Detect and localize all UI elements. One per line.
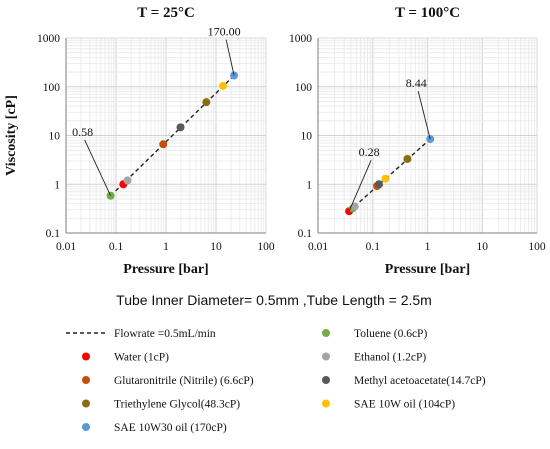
- legend-label: Toluene (0.6cP): [354, 328, 427, 340]
- y-axis-title: Viscosity [cP]: [4, 95, 19, 176]
- data-point: [176, 123, 185, 132]
- legend-label: Ethanol (1.2cP): [354, 352, 426, 364]
- grid: [65, 37, 267, 234]
- legend-label: Triethylene Glycol(48.3cP): [114, 399, 240, 411]
- trendline: [110, 75, 235, 197]
- annotation-label: 0.58: [72, 125, 93, 139]
- y-tick-label: 1: [306, 179, 312, 191]
- data-point: [159, 140, 168, 149]
- annotation-label: 0.28: [359, 145, 380, 159]
- legend-dot-swatch: [322, 376, 330, 384]
- y-tick-label: 100: [43, 82, 61, 94]
- x-tick-label: 1: [425, 241, 431, 253]
- legend-label: Flowrate =0.5mL/min: [114, 328, 216, 340]
- legend-dot-swatch: [322, 352, 330, 361]
- data-point: [202, 98, 211, 107]
- y-tick-label: 10: [49, 131, 61, 143]
- legend: Flowrate =0.5mL/min Water (1cP) Glutaronit…: [66, 328, 486, 434]
- legend-label: SAE 10W oil (104cP): [354, 399, 455, 411]
- x-tick-label: 100: [528, 241, 546, 253]
- figure-caption: Tube Inner Diameter= 0.5mm ,Tube Length …: [116, 292, 432, 308]
- legend-label: Water (1cP): [114, 352, 169, 364]
- y-tick-label: 1000: [37, 33, 60, 45]
- legend-dot-swatch: [82, 376, 90, 384]
- x-tick-label: 100: [257, 241, 275, 253]
- x-tick-label: 10: [210, 241, 222, 253]
- annotation-leader: [84, 139, 112, 196]
- legend-label: Methyl acetoacetate(14.7cP): [354, 375, 486, 387]
- annotation-leader: [225, 39, 235, 76]
- annotation-label: 8.44: [406, 76, 427, 90]
- y-tick-label: 0.1: [46, 228, 61, 240]
- chart-title: T = 25°C: [137, 5, 195, 21]
- data-point: [403, 154, 412, 163]
- y-tick-label: 100: [295, 82, 313, 94]
- legend-label: SAE 10W30 oil (170cP): [114, 422, 227, 434]
- legend-dot-swatch: [82, 423, 90, 431]
- data-point: [350, 202, 359, 211]
- x-tick-label: 0.1: [109, 241, 124, 253]
- data-point: [374, 180, 383, 189]
- chart-title: T = 100°C: [395, 5, 460, 21]
- x-axis-title: Pressure [bar]: [123, 262, 208, 277]
- annotation-label: 170.00: [208, 25, 241, 39]
- data-point: [123, 176, 132, 185]
- legend-dot-swatch: [322, 329, 330, 337]
- annotation-leader: [417, 90, 431, 140]
- y-tick-label: 0.1: [298, 228, 313, 240]
- y-tick-label: 10: [301, 131, 313, 143]
- x-tick-label: 10: [477, 241, 489, 253]
- data-point: [218, 81, 227, 90]
- x-tick-label: 0.01: [56, 241, 76, 253]
- data-point: [381, 174, 390, 183]
- y-tick-label: 1000: [289, 33, 312, 45]
- x-tick-label: 1: [163, 241, 169, 253]
- legend-dot-swatch: [322, 399, 330, 408]
- legend-dot-swatch: [82, 399, 90, 408]
- x-tick-label: 0.1: [366, 241, 381, 253]
- grid: [317, 37, 538, 234]
- annotation-leader: [348, 160, 372, 212]
- x-tick-label: 0.01: [308, 241, 328, 253]
- y-tick-label: 1: [54, 179, 60, 191]
- legend-label: Glutaronitrile (Nitrile) (6.6cP): [114, 375, 254, 387]
- legend-dot-swatch: [82, 352, 90, 361]
- x-axis-title: Pressure [bar]: [385, 262, 470, 277]
